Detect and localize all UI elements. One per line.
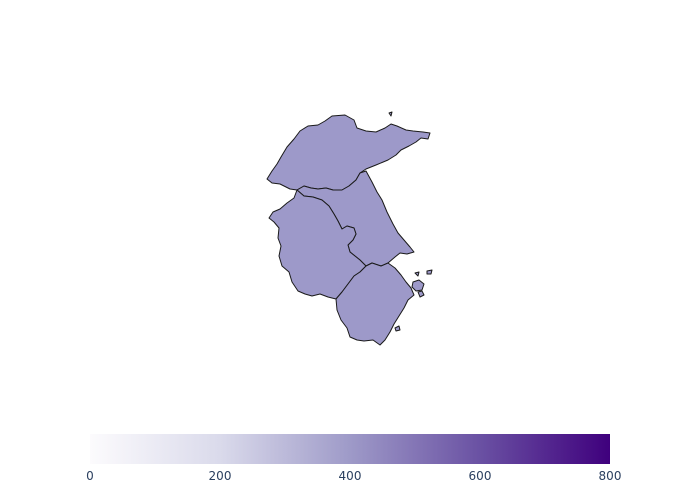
colorbar-tick-0: 0 (86, 469, 94, 483)
colorbar-tick-labels: 0 200 400 600 800 (86, 469, 621, 483)
region-zhoushan-islands[interactable] (388, 111, 433, 332)
colorbar-tick-600: 600 (469, 469, 492, 483)
colorbar-tick-200: 200 (209, 469, 232, 483)
colorbar-tick-800: 800 (599, 469, 622, 483)
region-shandong[interactable] (266, 114, 431, 191)
region-zhejiang[interactable] (335, 262, 415, 346)
colorbar-gradient (90, 434, 610, 464)
colorbar-tick-400: 400 (339, 469, 362, 483)
map-regions (266, 111, 433, 346)
colorbar: 0 200 400 600 800 (86, 434, 621, 483)
